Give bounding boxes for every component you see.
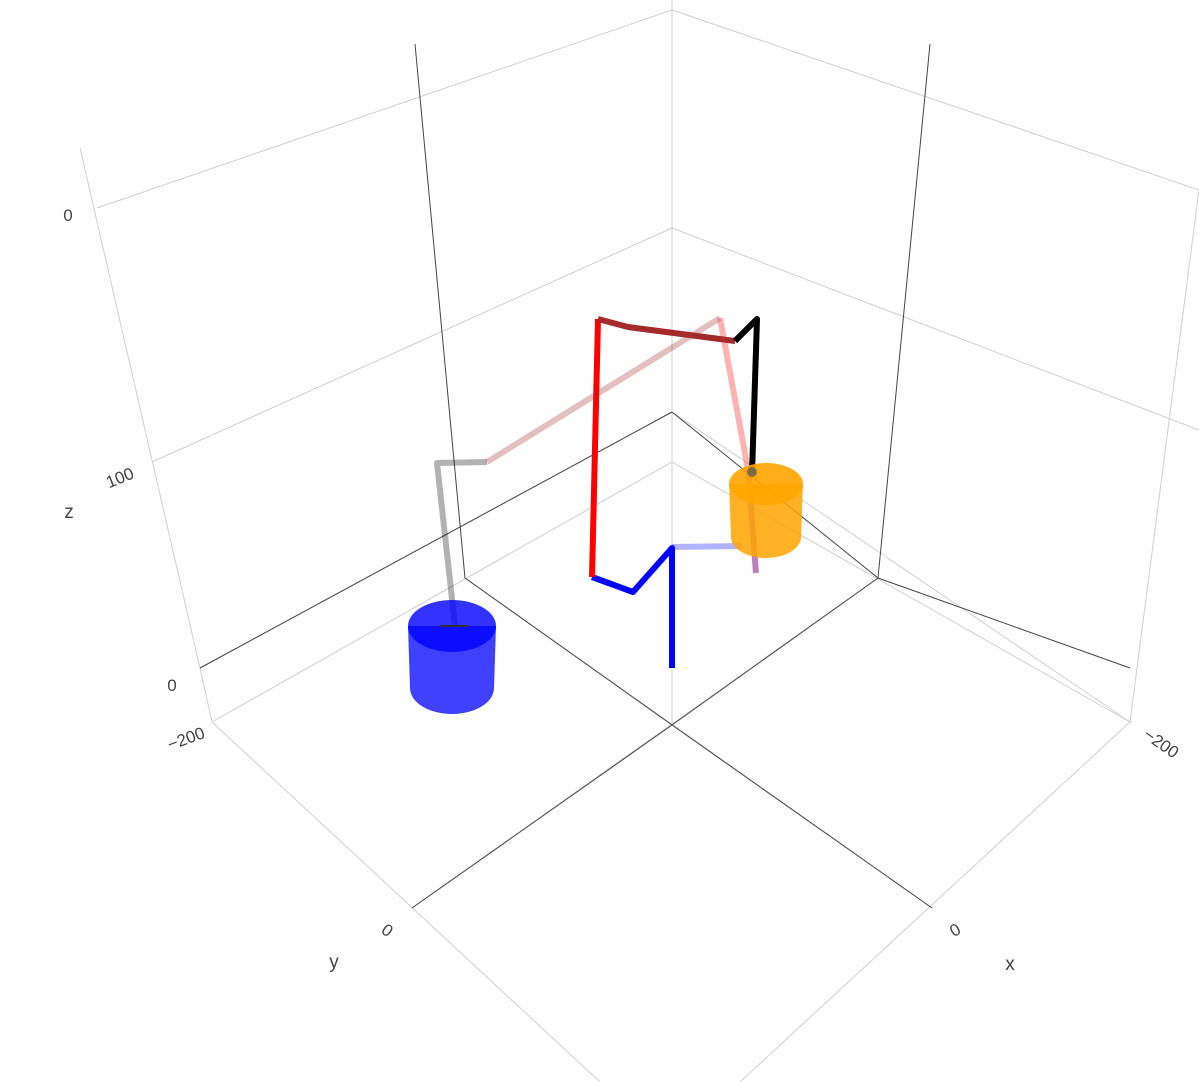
- axis-edge: [671, 724, 933, 909]
- axis-edge: [464, 577, 673, 726]
- orange-cylinder-top: [729, 463, 803, 505]
- x-tick-label-minus200: −200: [1140, 725, 1182, 763]
- z-tick-label-0: 0: [167, 676, 176, 695]
- axis-edge: [411, 724, 673, 909]
- grid-line: [199, 667, 213, 723]
- grid-line: [96, 9, 673, 209]
- trace-line-5: [485, 315, 722, 465]
- trace-line-2: [589, 318, 601, 578]
- grid-line: [671, 9, 1199, 191]
- x-tick-label-0: 0: [946, 920, 964, 941]
- grid-line: [79, 147, 201, 669]
- y-tick-label-0: 0: [378, 920, 397, 941]
- trace-line-0: [590, 545, 675, 668]
- grid-line: [151, 227, 673, 463]
- x-axis-title: x: [1005, 954, 1015, 975]
- z-axis-title: z: [64, 502, 74, 523]
- grid-line: [211, 721, 601, 1082]
- orange-cylinder-body: [729, 484, 803, 558]
- trace-line-4: [597, 316, 736, 344]
- axis-edge: [671, 577, 879, 726]
- trace-line-7: [434, 459, 488, 627]
- grid-line: [1129, 189, 1199, 723]
- z-tick-label-100: 100: [103, 464, 136, 492]
- orange-cylinder: [729, 463, 803, 558]
- y-axis-title: y: [329, 952, 339, 973]
- axis-edge: [414, 43, 466, 579]
- trace-line-1: [671, 543, 743, 550]
- z-tick-label-top: 0: [63, 206, 72, 225]
- trace-layer[interactable]: [408, 315, 803, 714]
- trace-line-6: [732, 316, 760, 475]
- trace-line-3: [717, 317, 751, 471]
- grid-layer: [79, 0, 1199, 1082]
- y-tick-label-minus200: −200: [165, 723, 207, 754]
- axis-edge: [877, 577, 1131, 669]
- orange-cylinder-joint: [747, 467, 757, 477]
- grid-line: [739, 721, 1131, 1082]
- axis-edges: [199, 43, 1131, 909]
- grid-line: [671, 227, 1199, 431]
- blue-cylinder: [408, 600, 496, 714]
- axis-edge: [877, 43, 931, 579]
- grid-line: [671, 411, 1131, 723]
